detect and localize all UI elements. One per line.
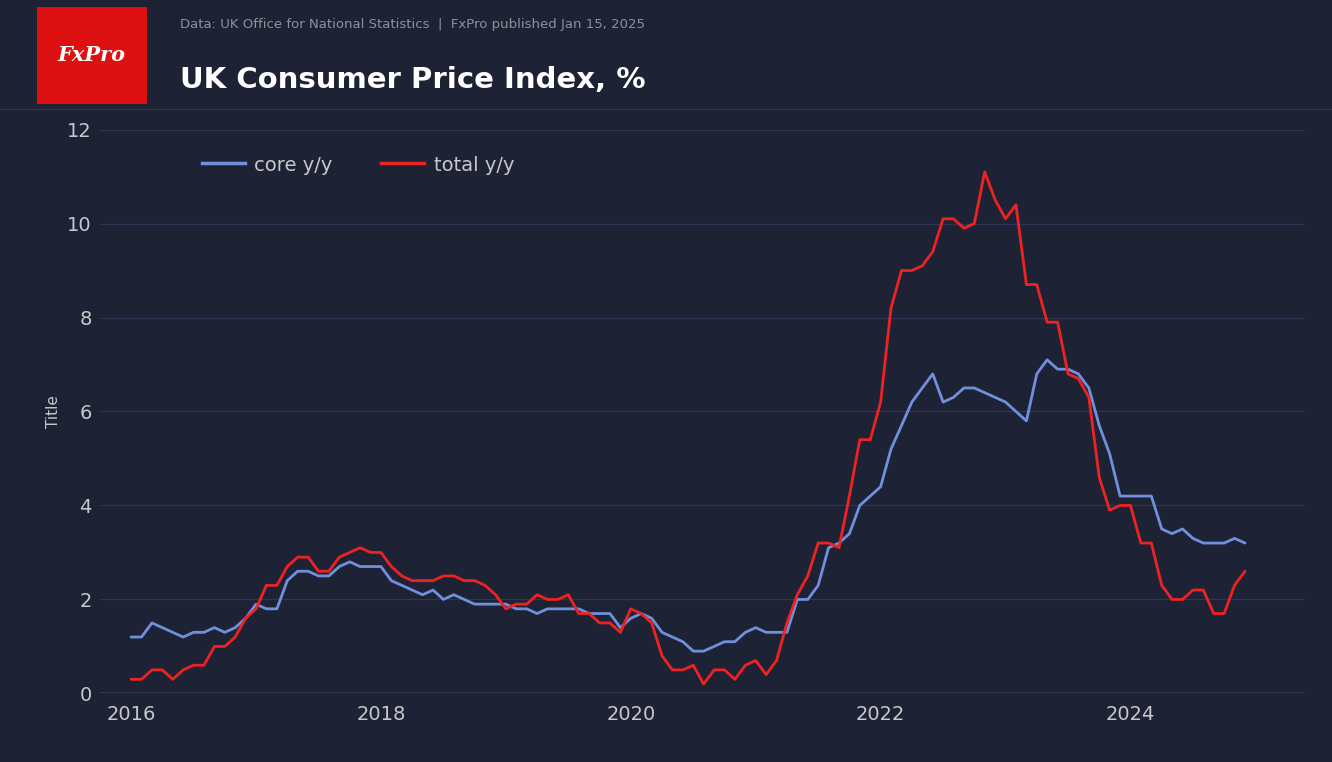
Text: Data: UK Office for National Statistics  |  FxPro published Jan 15, 2025: Data: UK Office for National Statistics … bbox=[180, 18, 645, 30]
Y-axis label: Title: Title bbox=[47, 395, 61, 428]
Legend: core y/y, total y/y: core y/y, total y/y bbox=[194, 148, 522, 183]
Text: UK Consumer Price Index, %: UK Consumer Price Index, % bbox=[180, 66, 645, 94]
Bar bbox=[37, 7, 147, 104]
Text: FxPro: FxPro bbox=[57, 45, 127, 66]
